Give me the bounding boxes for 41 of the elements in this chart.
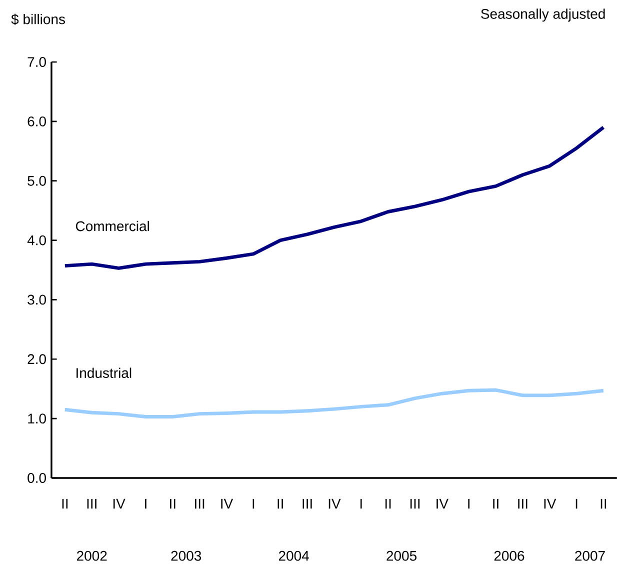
x-tick-label: IV xyxy=(436,498,448,509)
text: Industrial xyxy=(76,368,132,378)
y-tick-label: 7.0 xyxy=(28,57,46,67)
text: 2003 xyxy=(171,550,202,561)
x-tick-label: II xyxy=(600,498,606,509)
x-tick-label: II xyxy=(385,498,391,509)
x-tick-label: III xyxy=(195,498,204,509)
x-tick-label: III xyxy=(87,498,96,509)
text: 2005 xyxy=(386,550,416,561)
x-tick-label: II xyxy=(170,498,176,509)
x-tick-label: IV xyxy=(328,498,341,509)
x-tick-label: III xyxy=(410,498,420,509)
x-tick-label: II xyxy=(493,498,498,509)
line-series xyxy=(63,388,606,419)
y-axis-title: $ billions xyxy=(11,14,65,26)
x-tick-label: I xyxy=(252,498,254,509)
x-tick-label: I xyxy=(468,498,470,509)
x-tick-label: IV xyxy=(113,498,126,509)
y-tick-label: 3.0 xyxy=(28,294,46,305)
x-tick-label: II xyxy=(278,498,283,509)
x-tick-label: I xyxy=(576,498,578,509)
text: 2002 xyxy=(77,550,107,561)
y-tick-label: 2.0 xyxy=(28,354,46,364)
y-tick-label: 6.0 xyxy=(28,116,46,126)
text: Commercial xyxy=(76,220,149,232)
line-series xyxy=(63,126,606,270)
text: 2006 xyxy=(494,550,524,561)
x-tick-label: III xyxy=(518,498,528,509)
text: 2004 xyxy=(278,550,309,561)
text: 2007 xyxy=(575,550,605,561)
x-tick-label: III xyxy=(302,498,312,509)
x-tick-label: II xyxy=(62,498,68,509)
y-tick-label: 5.0 xyxy=(28,176,46,186)
x-tick-label: I xyxy=(145,498,146,509)
x-tick-label: IV xyxy=(221,498,234,509)
x-tick-label: I xyxy=(360,498,362,509)
chart-subtitle: Seasonally adjusted xyxy=(481,8,605,22)
y-tick-label: 1.0 xyxy=(28,414,46,424)
y-tick-label: 0.0 xyxy=(28,473,46,483)
x-tick-label: IV xyxy=(544,498,556,509)
y-tick-label: 4.0 xyxy=(27,235,46,246)
